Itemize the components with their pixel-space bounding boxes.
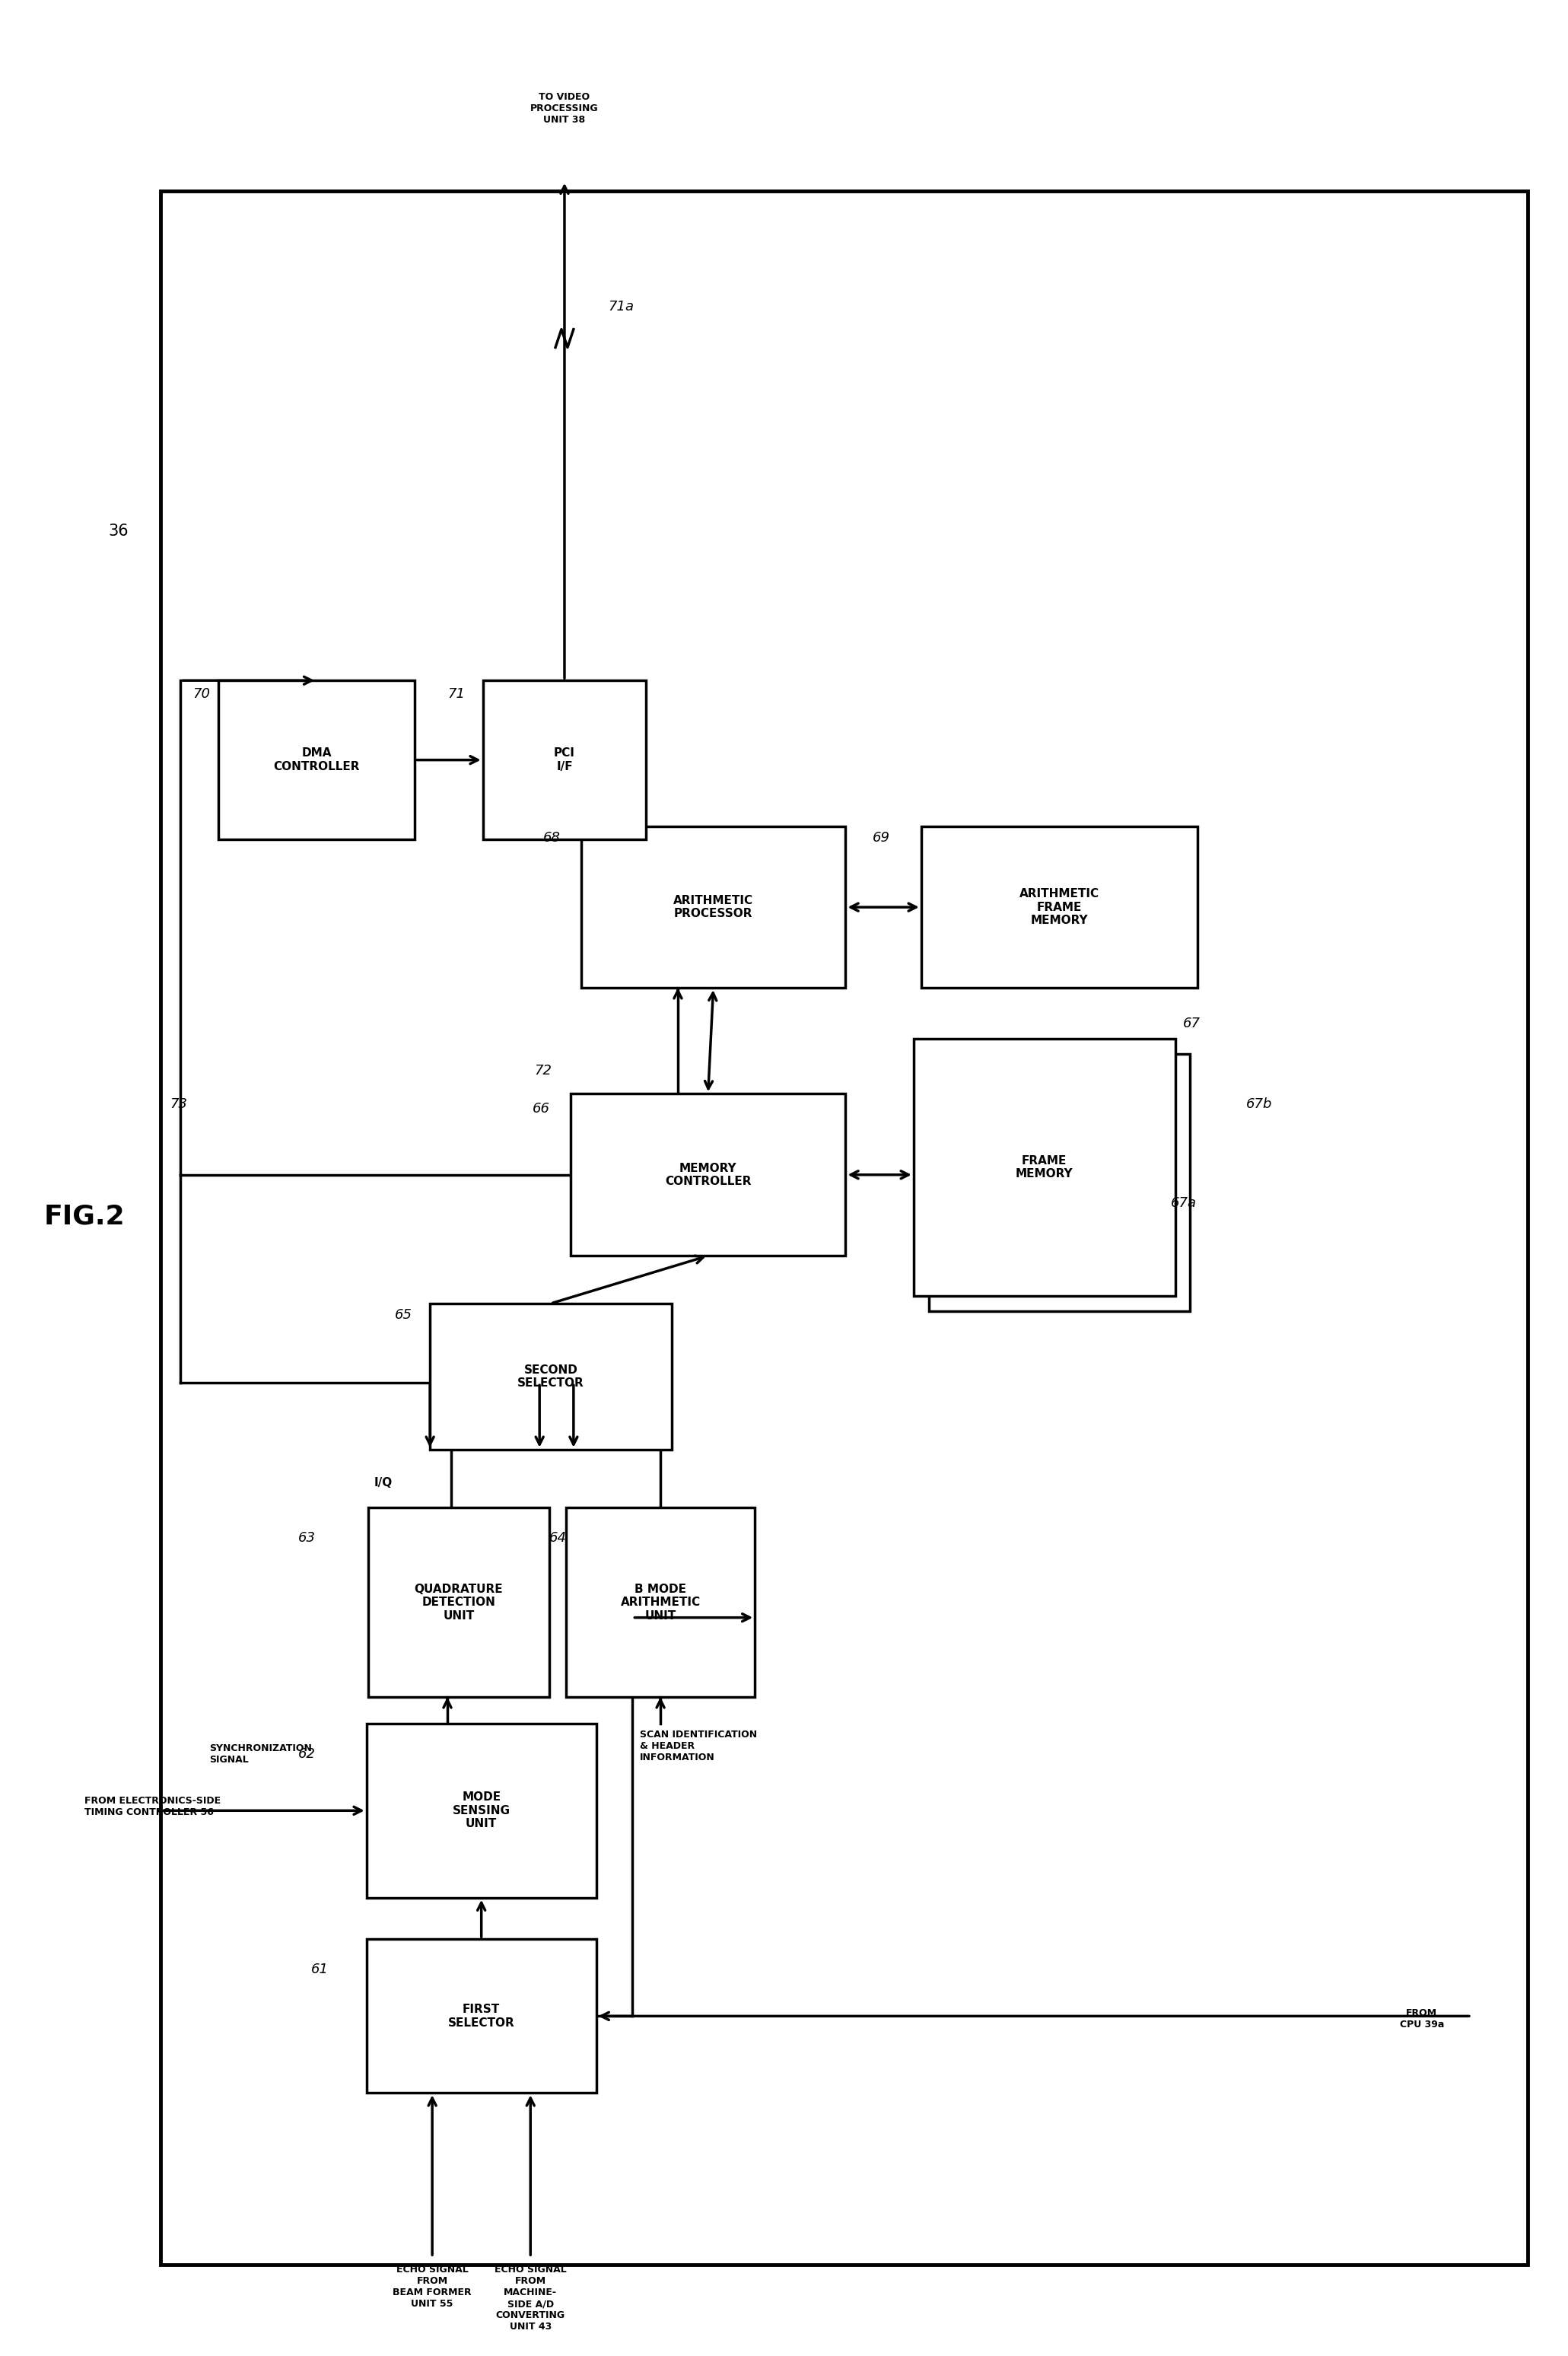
Bar xyxy=(914,1039,1174,1296)
Text: DMA
CONTROLLER: DMA CONTROLLER xyxy=(273,747,359,773)
Bar xyxy=(367,1725,596,1897)
Text: 63: 63 xyxy=(298,1531,317,1546)
Bar xyxy=(368,1508,549,1696)
Text: QUADRATURE
DETECTION
UNIT: QUADRATURE DETECTION UNIT xyxy=(414,1583,503,1621)
Text: 64: 64 xyxy=(549,1531,568,1546)
Text: 67b: 67b xyxy=(1247,1098,1272,1112)
Text: ECHO SIGNAL
FROM
BEAM FORMER
UNIT 55: ECHO SIGNAL FROM BEAM FORMER UNIT 55 xyxy=(394,2264,472,2309)
Text: 65: 65 xyxy=(395,1308,412,1322)
Text: MODE
SENSING
UNIT: MODE SENSING UNIT xyxy=(453,1791,510,1831)
Text: 67: 67 xyxy=(1182,1015,1200,1030)
Text: 67a: 67a xyxy=(1171,1197,1196,1209)
Bar xyxy=(566,1508,754,1696)
Bar xyxy=(367,1939,596,2092)
Text: TO VIDEO
PROCESSING
UNIT 38: TO VIDEO PROCESSING UNIT 38 xyxy=(530,92,599,125)
Text: 36: 36 xyxy=(108,523,129,540)
Bar xyxy=(571,1093,845,1256)
Text: 70: 70 xyxy=(193,688,210,702)
Text: 66: 66 xyxy=(533,1103,550,1117)
Text: 68: 68 xyxy=(544,832,561,846)
Bar xyxy=(430,1303,671,1449)
Text: 69: 69 xyxy=(873,832,891,846)
Text: FIG.2: FIG.2 xyxy=(44,1204,125,1230)
Bar xyxy=(483,681,646,839)
Text: ARITHMETIC
PROCESSOR: ARITHMETIC PROCESSOR xyxy=(673,895,753,919)
Text: PCI
I/F: PCI I/F xyxy=(554,747,575,773)
Text: FRAME
MEMORY: FRAME MEMORY xyxy=(1016,1154,1073,1180)
Text: FROM ELECTRONICS-SIDE
TIMING CONTROLLER 56: FROM ELECTRONICS-SIDE TIMING CONTROLLER … xyxy=(85,1795,221,1816)
Bar xyxy=(218,681,416,839)
Text: 71: 71 xyxy=(447,688,464,702)
Text: B MODE
ARITHMETIC
UNIT: B MODE ARITHMETIC UNIT xyxy=(621,1583,701,1621)
Text: 72: 72 xyxy=(535,1065,552,1079)
Text: 73: 73 xyxy=(169,1098,188,1112)
Bar xyxy=(920,827,1198,987)
Text: 62: 62 xyxy=(298,1748,317,1760)
Text: I/Q: I/Q xyxy=(373,1477,392,1489)
Bar xyxy=(582,827,845,987)
Text: SYNCHRONIZATION
SIGNAL: SYNCHRONIZATION SIGNAL xyxy=(209,1743,312,1765)
Text: FIRST
SELECTOR: FIRST SELECTOR xyxy=(448,2005,514,2029)
Text: ECHO SIGNAL
FROM
MACHINE-
SIDE A/D
CONVERTING
UNIT 43: ECHO SIGNAL FROM MACHINE- SIDE A/D CONVE… xyxy=(494,2264,566,2332)
Bar xyxy=(928,1053,1190,1310)
Text: FROM
CPU 39a: FROM CPU 39a xyxy=(1400,2007,1444,2029)
Bar xyxy=(160,191,1527,2264)
Text: ARITHMETIC
FRAME
MEMORY: ARITHMETIC FRAME MEMORY xyxy=(1019,888,1099,926)
Text: 71a: 71a xyxy=(608,299,633,313)
Text: SCAN IDENTIFICATION
& HEADER
INFORMATION: SCAN IDENTIFICATION & HEADER INFORMATION xyxy=(640,1729,757,1762)
Text: SECOND
SELECTOR: SECOND SELECTOR xyxy=(517,1364,585,1388)
Text: MEMORY
CONTROLLER: MEMORY CONTROLLER xyxy=(665,1162,751,1187)
Text: 61: 61 xyxy=(312,1963,329,1977)
